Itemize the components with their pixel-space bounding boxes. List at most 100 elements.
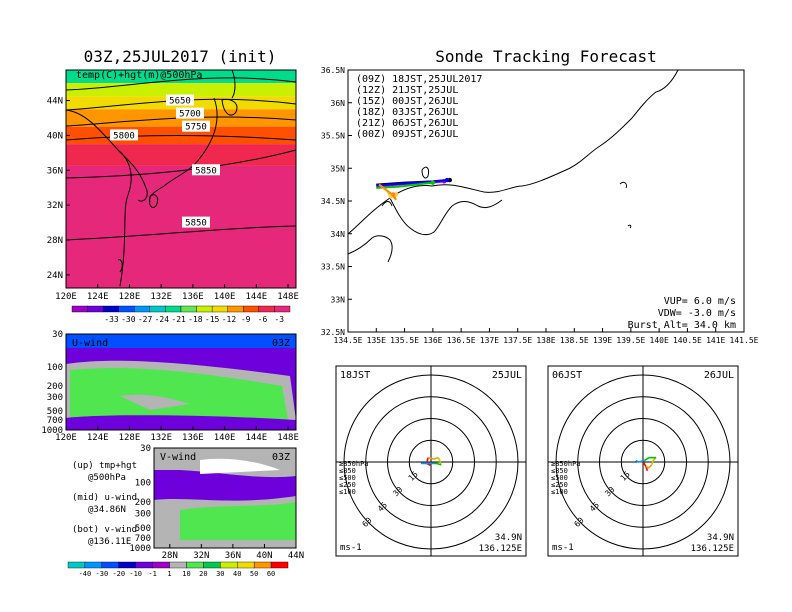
v-wind-time: 03Z	[272, 452, 290, 463]
track-x-tick: 141E	[706, 336, 725, 345]
hodograph-legend-le250: ≤250	[551, 481, 568, 489]
coast-island-1	[619, 181, 627, 189]
coastline-kyushu	[149, 194, 159, 209]
track-x-tick: 139E	[593, 336, 612, 345]
track-x-tick: 138E	[536, 336, 555, 345]
coastline-asia	[65, 109, 132, 287]
wind-colorbar-swatch	[186, 561, 204, 569]
temp-band	[66, 83, 296, 97]
map-y-tick: 32N	[47, 201, 63, 211]
temp-colorbar-label: -18	[188, 315, 203, 324]
note-mid-2: @34.86N	[88, 505, 126, 515]
upper-air-map-panel: 5650 5700 5750 5800 5850 5850 temp(C)+hgt(m)@…	[47, 69, 299, 302]
temp-colorbar-label: -9	[241, 315, 251, 324]
map-x-tick: 132E	[150, 292, 172, 302]
wind-colorbar-swatch	[84, 561, 103, 569]
coastline-korea	[117, 149, 148, 202]
temp-colorbar-swatch	[196, 305, 213, 313]
hodograph-ring	[577, 396, 709, 528]
wind-colorbar-label: 10	[182, 570, 190, 578]
contour-label: 5700	[179, 110, 201, 120]
v-y-tick: 30	[140, 444, 151, 454]
temp-colorbar-swatch	[87, 305, 104, 313]
temp-colorbar-label: -30	[121, 315, 136, 324]
track-legend-09z: (09Z) 18JST,25JUL2017	[356, 74, 482, 85]
note-up-2: @500hPa	[88, 473, 126, 483]
temp-colorbar-swatch	[258, 305, 275, 313]
contour-label-box	[182, 120, 210, 132]
u-wind-frame	[65, 333, 297, 431]
u-y-tick: 30	[52, 330, 63, 340]
coast-island-2	[627, 224, 632, 229]
v-x-tick: 40N	[256, 551, 272, 561]
temp-colorbar-label: -3	[274, 315, 284, 324]
contour-label-box	[166, 94, 194, 106]
temp-colorbar-label: -15	[205, 315, 220, 324]
u-y-tick: 1000	[41, 426, 63, 436]
hodograph-trace-le850	[645, 464, 653, 469]
track-legend-21z: (21Z) 06JST,26JUL	[356, 118, 458, 129]
u-y-tick: 200	[47, 382, 63, 392]
hodograph-legend-le100: ≤100	[339, 488, 356, 496]
contour-label: 5800	[113, 131, 135, 141]
track-x-tick: 139.5E	[616, 336, 645, 345]
wind-colorbar-label: 1	[167, 570, 171, 578]
v-wind-low-band	[180, 502, 296, 540]
track-y-tick: 35.5N	[321, 132, 345, 141]
wind-colorbar-swatch	[203, 561, 221, 569]
track-x-tick: 136E	[423, 336, 442, 345]
track-x-tick: 135.5E	[390, 336, 419, 345]
wind-colorbar-swatch	[135, 561, 153, 569]
u-x-tick: 140E	[214, 433, 236, 443]
track-legend-12z: (12Z) 21JST,25JUL	[356, 85, 458, 96]
hodograph-legend-le850: ≤850	[339, 467, 356, 475]
hodograph-ring	[343, 374, 519, 550]
wind-colorbar-label: 30	[216, 570, 224, 578]
track-y-tick: 36.5N	[321, 66, 345, 75]
coast-shikoku	[347, 235, 393, 263]
map-x-tick: 140E	[214, 292, 236, 302]
note-mid-1: (mid) u-wind	[72, 493, 137, 503]
wind-colorbar-swatch	[237, 561, 255, 569]
hodograph-ring-label: 60	[361, 516, 374, 529]
contour-label: 5850	[195, 166, 217, 176]
balloon-trajectory-marker	[391, 192, 396, 197]
track-y-tick: 34N	[331, 230, 346, 239]
contour-label-box	[176, 107, 204, 119]
v-y-tick: 200	[135, 498, 151, 508]
hodograph-ring	[408, 439, 454, 485]
hodograph-legend-le850: ≤850	[551, 467, 568, 475]
track-x-tick: 141.5E	[730, 336, 759, 345]
hodograph-lon: 136.125E	[691, 544, 734, 554]
hodograph-time: 06JST	[552, 370, 582, 381]
map-y-tick: 36N	[47, 166, 63, 176]
track-y-tick: 33N	[331, 295, 346, 304]
temp-colorbar-label: -24	[155, 315, 170, 324]
hodograph-ring	[555, 374, 731, 550]
coastline-japan	[149, 97, 218, 203]
hodograph-ring-label: 15	[619, 469, 632, 482]
panel-notes: (up) tmp+hgt @500hPa (mid) u-wind @34.86…	[72, 461, 137, 547]
contour-label: 5850	[185, 219, 207, 229]
track-x-tick: 138.5E	[560, 336, 589, 345]
track-legend-18z: (18Z) 03JST,26JUL	[356, 107, 458, 118]
track-line-15z	[376, 179, 448, 187]
u-y-tick: 100	[47, 363, 63, 373]
wind-colorbar-swatch	[101, 561, 119, 569]
track-legend-00z: (00Z) 09JST,26JUL	[356, 129, 458, 140]
temp-colorbar-label: -27	[138, 315, 153, 324]
track-x-tick: 135E	[367, 336, 386, 345]
hodograph-ring-label: 45	[376, 500, 389, 513]
temp-colorbar-label: -21	[171, 315, 186, 324]
contour-label: 5750	[185, 123, 207, 133]
note-bot-1: (bot) v-wind	[72, 525, 137, 535]
map-x-tick: 136E	[182, 292, 204, 302]
track-y-tick: 32.5N	[321, 328, 345, 337]
hodograph-ring-label: 45	[588, 500, 601, 513]
temp-colorbar-label: -12	[222, 315, 237, 324]
temp-colorbar-swatch	[149, 305, 166, 313]
v-y-tick: 300	[135, 510, 151, 520]
contour-label-box	[182, 216, 210, 228]
temp-colorbar-label: -33	[104, 315, 119, 324]
